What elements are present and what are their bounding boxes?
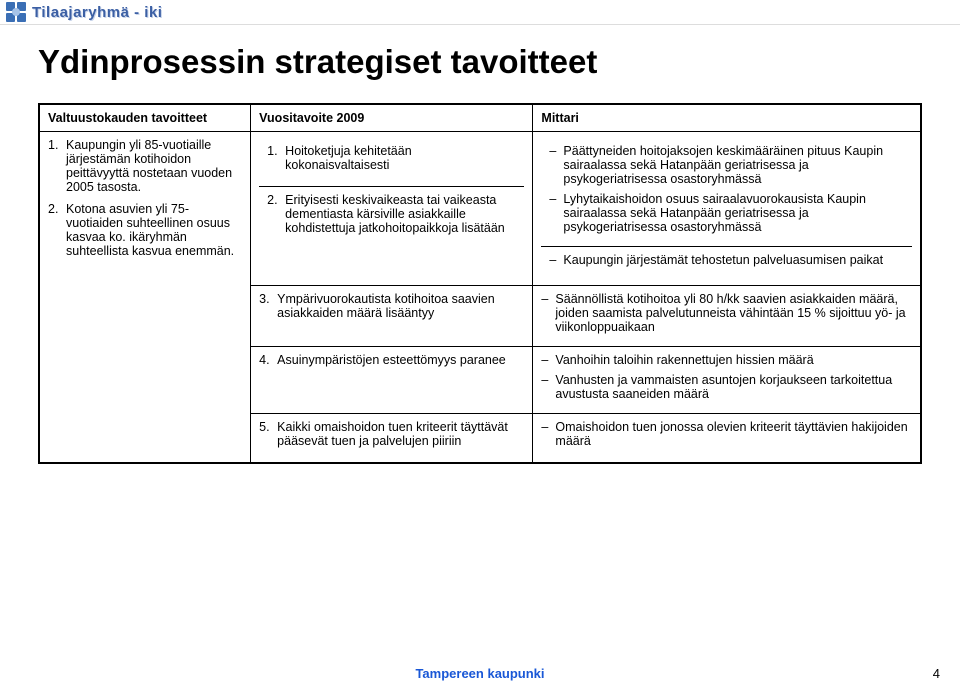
page-title: Ydinprosessin strategiset tavoitteet: [38, 43, 922, 81]
g-t-1: Erityisesti keskivaikeasta tai vaikeasta…: [285, 193, 516, 235]
strategy-table: Valtuustokauden tavoitteet Vuositavoite …: [38, 103, 922, 464]
g-n-4: 5.: [259, 420, 277, 448]
g-n-0: 1.: [267, 144, 285, 172]
col1-cell: 1.Kaupungin yli 85-vuotiaille järjestämä…: [39, 132, 251, 464]
m-3-1: Vanhusten ja vammaisten asuntojen korjau…: [555, 373, 912, 401]
col2-r3: 3.Ympärivuorokautista kotihoitoa saavien…: [251, 286, 533, 347]
g-t-0: Hoitoketjuja kehitetään kokonaisvaltaise…: [285, 144, 516, 172]
m-0-1: Lyhytaikaishoidon osuus sairaalavuorokau…: [563, 192, 904, 234]
dash-icon: –: [541, 373, 555, 401]
dash-icon: –: [549, 144, 563, 186]
header-bar: Tilaajaryhmä - iki: [0, 0, 960, 25]
m-1-0: Kaupungin järjestämät tehostetun palvelu…: [563, 253, 904, 267]
m-2-0: Säännöllistä kotihoitoa yli 80 h/kk saav…: [555, 292, 912, 334]
c1-n-1: 2.: [48, 202, 66, 258]
m-0-0: Päättyneiden hoitojaksojen keskimääräine…: [563, 144, 904, 186]
page-number: 4: [933, 666, 940, 681]
g-n-3: 4.: [259, 353, 277, 367]
g-n-1: 2.: [267, 193, 285, 235]
m-4-0: Omaishoidon tuen jonossa olevien kriteer…: [555, 420, 912, 448]
g-t-4: Kaikki omaishoidon tuen kriteerit täyttä…: [277, 420, 524, 448]
c1-t-1: Kotona asuvien yli 75-vuotiaiden suhteel…: [66, 202, 242, 258]
dash-icon: –: [549, 253, 563, 267]
col3-r5: –Omaishoidon tuen jonossa olevien kritee…: [533, 414, 921, 464]
th-col3: Mittari: [533, 104, 921, 132]
col3-r4: –Vanhoihin taloihin rakennettujen hissie…: [533, 347, 921, 414]
th-col2: Vuositavoite 2009: [251, 104, 533, 132]
g-t-2: Ympärivuorokautista kotihoitoa saavien a…: [277, 292, 524, 320]
dash-icon: –: [541, 292, 555, 334]
c1-n-0: 1.: [48, 138, 66, 194]
header-label: Tilaajaryhmä - iki: [32, 4, 162, 21]
footer-text: Tampereen kaupunki: [0, 666, 960, 681]
dash-icon: –: [549, 192, 563, 234]
g-n-2: 3.: [259, 292, 277, 320]
c1-t-0: Kaupungin yli 85-vuotiaille järjestämän …: [66, 138, 242, 194]
puzzle-icon: [6, 2, 26, 22]
col3-cell-top: –Päättyneiden hoitojaksojen keskimääräin…: [533, 132, 921, 286]
th-col1: Valtuustokauden tavoitteet: [39, 104, 251, 132]
content: Ydinprosessin strategiset tavoitteet Val…: [0, 25, 960, 464]
col2-r4: 4.Asuinympäristöjen esteettömyys paranee: [251, 347, 533, 414]
g-t-3: Asuinympäristöjen esteettömyys paranee: [277, 353, 524, 367]
m-3-0: Vanhoihin taloihin rakennettujen hissien…: [555, 353, 912, 367]
col2-r5: 5.Kaikki omaishoidon tuen kriteerit täyt…: [251, 414, 533, 464]
col3-r3: –Säännöllistä kotihoitoa yli 80 h/kk saa…: [533, 286, 921, 347]
dash-icon: –: [541, 420, 555, 448]
col2-cell-top: 1.Hoitoketjuja kehitetään kokonaisvaltai…: [251, 132, 533, 286]
dash-icon: –: [541, 353, 555, 367]
